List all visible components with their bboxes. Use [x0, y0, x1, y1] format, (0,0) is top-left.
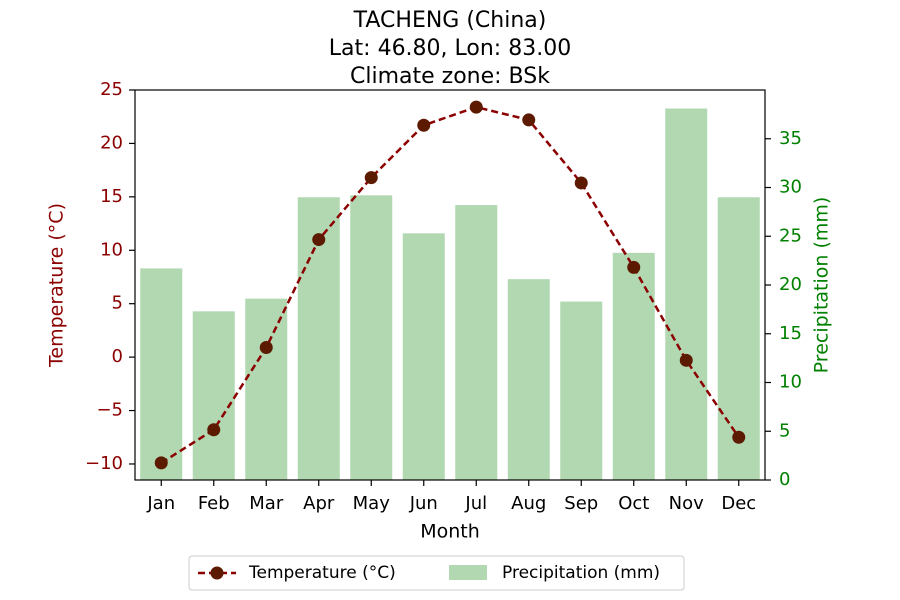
precipitation-tick-label: 0 [779, 469, 790, 490]
precipitation-bar [507, 279, 550, 480]
temperature-point [732, 430, 746, 444]
temperature-tick-label: 20 [100, 132, 123, 153]
month-tick-label: Oct [618, 493, 649, 514]
month-tick-label: Nov [669, 493, 704, 514]
temperature-axis-title: Temperature (°C) [46, 203, 68, 368]
month-tick-label: Jul [464, 493, 487, 514]
precipitation-bar [402, 233, 445, 480]
precipitation-tick-label: 5 [779, 420, 790, 441]
temperature-point [522, 113, 536, 127]
month-tick-label: Sep [564, 493, 598, 514]
title-line-3: Climate zone: BSk [350, 64, 550, 89]
month-tick-label: Mar [249, 493, 284, 514]
temperature-point [627, 260, 641, 274]
precipitation-bar [612, 252, 655, 480]
chart-title: TACHENG (China) Lat: 46.80, Lon: 83.00 C… [329, 8, 571, 89]
temperature-tick-label: 0 [112, 346, 123, 367]
temperature-point [364, 171, 378, 185]
temperature-tick-label: 25 [100, 79, 123, 100]
precipitation-tick-label: 10 [779, 372, 802, 393]
temperature-tick-label: 5 [112, 293, 123, 314]
month-tick-label: Jun [409, 493, 438, 514]
temperature-axis: −10 −5 0 5 10 15 20 25 [85, 79, 135, 474]
temperature-point [417, 118, 431, 132]
x-axis-title: Month [420, 521, 480, 543]
month-tick-label: May [353, 493, 391, 514]
temperature-point [469, 100, 483, 114]
temperature-point [574, 176, 588, 190]
month-axis: Jan Feb Mar Apr May Jun Jul Aug Sep Oct Nov Dec [146, 480, 756, 514]
temperature-point [207, 423, 221, 437]
precipitation-axis-title: Precipitation (mm) [811, 197, 833, 374]
month-tick-label: Feb [198, 493, 230, 514]
precipitation-tick-label: 25 [779, 225, 802, 246]
precipitation-bar [665, 108, 708, 481]
month-tick-label: Apr [303, 493, 335, 514]
precipitation-bar [455, 205, 498, 481]
precipitation-bar [192, 311, 235, 480]
month-tick-label: Aug [511, 493, 546, 514]
legend-precipitation-patch [449, 565, 487, 580]
temperature-point [312, 233, 326, 247]
legend-box [188, 555, 685, 591]
precipitation-bar [140, 268, 183, 480]
title-line-2: Lat: 46.80, Lon: 83.00 [329, 36, 571, 61]
legend-precipitation-label: Precipitation (mm) [502, 563, 660, 583]
temperature-tick-label: −10 [85, 453, 123, 474]
precipitation-tick-label: 35 [779, 128, 802, 149]
precipitation-axis: 0 5 10 15 20 25 30 35 [765, 128, 802, 490]
temperature-point [154, 456, 168, 470]
title-line-1: TACHENG (China) [353, 8, 547, 33]
precipitation-bar [560, 301, 603, 480]
precipitation-bars [140, 108, 760, 481]
temperature-point [679, 353, 693, 367]
legend: Temperature (°C) Precipitation (mm) [188, 555, 685, 591]
precipitation-tick-label: 15 [779, 323, 802, 344]
month-tick-label: Jan [146, 493, 175, 514]
precipitation-tick-label: 20 [779, 274, 802, 295]
temperature-series-line [160, 105, 740, 464]
temperature-tick-label: 10 [100, 239, 123, 260]
month-tick-label: Dec [721, 493, 756, 514]
temperature-tick-label: −5 [96, 400, 123, 421]
precipitation-bar [350, 195, 393, 481]
precipitation-tick-label: 30 [779, 177, 802, 198]
legend-temperature-label: Temperature (°C) [248, 563, 396, 583]
temperature-tick-label: 15 [100, 186, 123, 207]
precipitation-bar [245, 298, 288, 480]
legend-temperature-marker [210, 566, 224, 580]
temperature-point [259, 341, 273, 355]
temperature-line [154, 100, 746, 470]
